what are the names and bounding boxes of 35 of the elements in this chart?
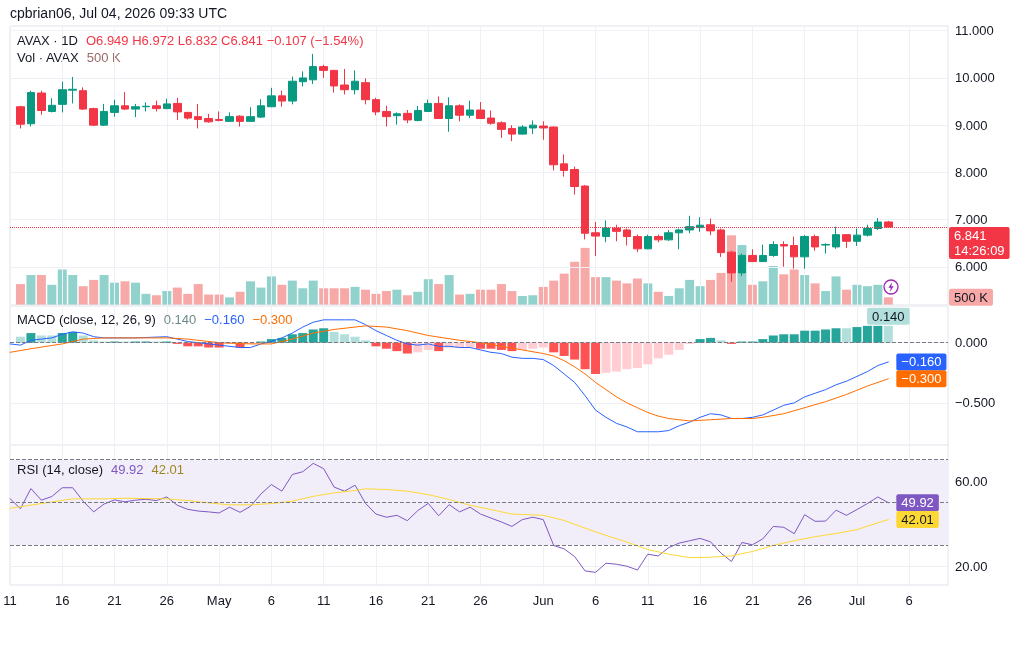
data-label: 0.140 [872,308,905,324]
text: 0.140 [163,312,197,327]
text: −0.160 [204,312,245,327]
x-tick-label: 21 [421,593,436,608]
x-tick-label: 26 [797,593,812,608]
data-label: 42.01 [901,512,934,528]
x-tick-label: 26 [473,593,488,608]
x-tick-label: 6 [267,593,276,608]
x-tick-label: 21 [745,593,760,608]
x-tick-label: May [206,593,232,608]
x-tick-label: 6 [905,593,913,608]
data-label: −0.300 [901,371,942,387]
x-tick-label: 11 [316,593,331,608]
text: RSI (14, close) [17,462,103,477]
text: MACD (close, 12, 26, 9) [17,312,156,327]
x-tick-label: 16 [692,593,708,608]
y-tick-label: 60.00 [955,473,988,489]
text: 500 K [954,289,989,305]
x-tick-label: Jun [532,593,554,608]
y-tick-label: 0.000 [955,335,988,351]
x-tick-label: Jul [848,593,866,608]
text: −0.300 [252,312,293,327]
x-tick-label: 26 [159,593,175,608]
data-label: 49.92 [901,495,934,511]
x-tick-label: 6 [591,593,600,608]
x-tick-label: 11 [3,593,17,608]
y-tick-label: 20.00 [955,559,988,575]
text: 49.92 [110,462,144,477]
x-tick-label: 11 [641,593,655,608]
data-label: −0.160 [901,354,942,370]
x-tick-label: 16 [55,593,70,608]
text: 42.01 [151,462,185,477]
x-tick-label: 16 [368,593,384,608]
y-tick-label: −0.500 [955,395,996,411]
x-tick-label: 21 [107,593,122,608]
